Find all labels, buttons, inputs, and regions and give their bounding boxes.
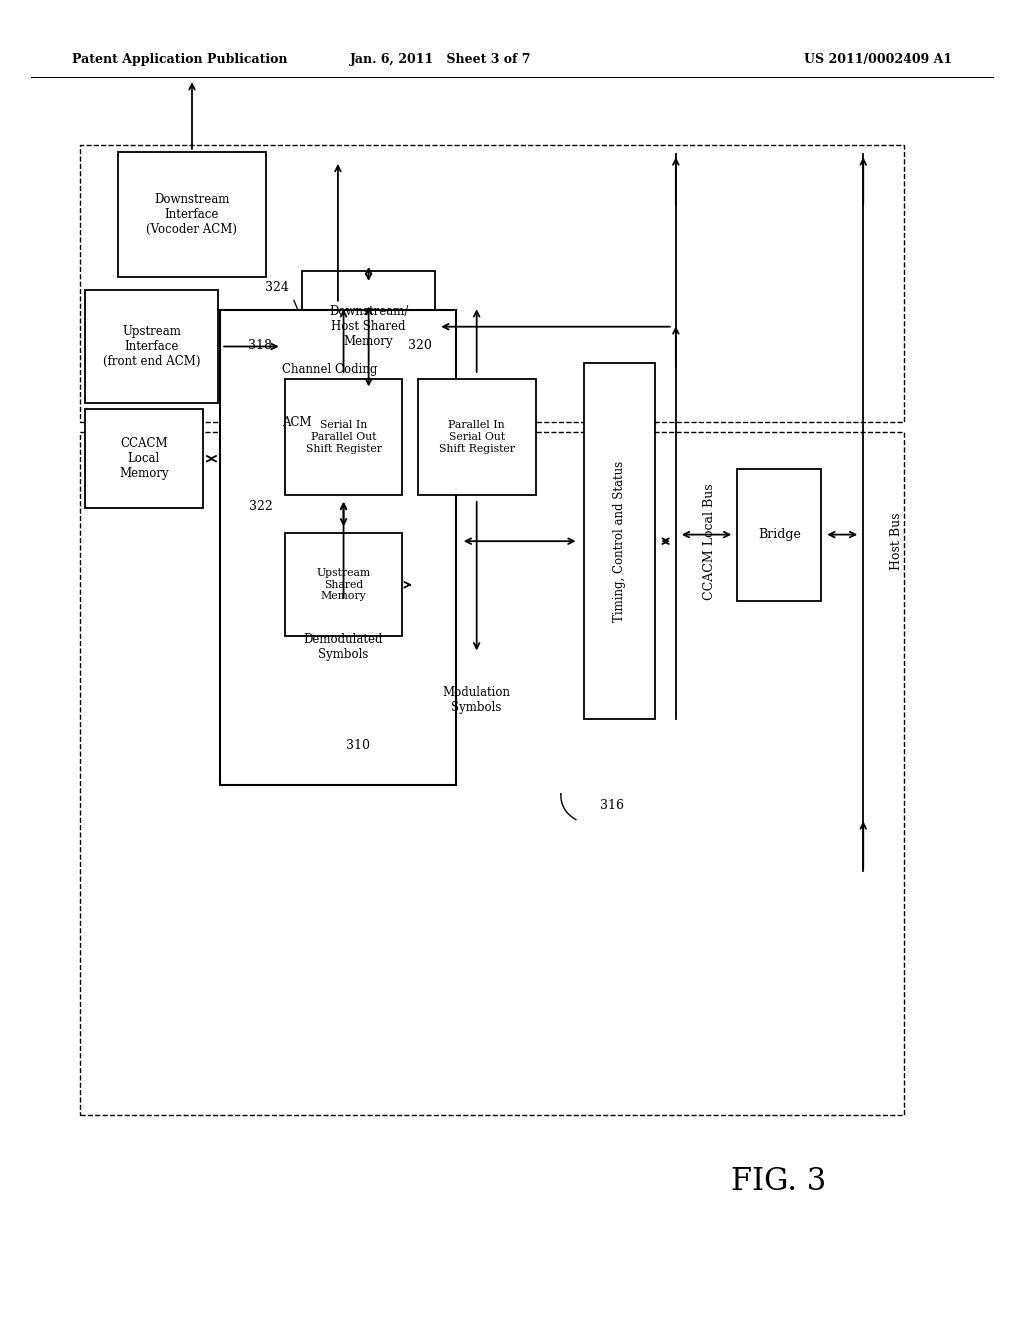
Text: 310: 310 <box>346 739 371 752</box>
Bar <box>80 432 904 1115</box>
Text: 322: 322 <box>249 500 272 513</box>
Text: Serial In
Parallel Out
Shift Register: Serial In Parallel Out Shift Register <box>305 420 382 454</box>
Text: Jan. 6, 2011   Sheet 3 of 7: Jan. 6, 2011 Sheet 3 of 7 <box>349 53 531 66</box>
Text: 324: 324 <box>264 281 289 293</box>
Bar <box>80 145 904 422</box>
Bar <box>85 409 203 508</box>
Text: Host Bus: Host Bus <box>890 512 902 570</box>
Text: US 2011/0002409 A1: US 2011/0002409 A1 <box>804 53 952 66</box>
Bar <box>285 379 402 495</box>
Bar <box>85 290 218 403</box>
Bar <box>737 469 821 601</box>
Bar <box>285 533 402 636</box>
Text: Bridge: Bridge <box>758 528 801 541</box>
Bar <box>220 310 456 785</box>
Text: Downstream
Interface
(Vocoder ACM): Downstream Interface (Vocoder ACM) <box>146 193 238 236</box>
Text: Channel Coding: Channel Coding <box>282 363 377 376</box>
Text: ACM: ACM <box>282 416 311 429</box>
Text: Parallel In
Serial Out
Shift Register: Parallel In Serial Out Shift Register <box>438 420 515 454</box>
Text: FIG. 3: FIG. 3 <box>730 1166 826 1197</box>
Text: Downstream/
Host Shared
Memory: Downstream/ Host Shared Memory <box>329 305 409 348</box>
Bar <box>118 152 266 277</box>
Text: Modulation
Symbols: Modulation Symbols <box>442 685 511 714</box>
Text: 320: 320 <box>408 339 431 352</box>
Text: 318: 318 <box>249 339 272 352</box>
Text: Timing, Control and Status: Timing, Control and Status <box>613 461 626 622</box>
Bar <box>584 363 655 719</box>
Bar <box>302 271 435 383</box>
Text: Demodulated
Symbols: Demodulated Symbols <box>304 632 383 661</box>
Text: CCACM
Local
Memory: CCACM Local Memory <box>119 437 169 480</box>
Text: CCACM Local Bus: CCACM Local Bus <box>703 483 716 599</box>
FancyArrowPatch shape <box>560 793 577 820</box>
Text: Upstream
Shared
Memory: Upstream Shared Memory <box>316 568 371 602</box>
Text: Patent Application Publication: Patent Application Publication <box>72 53 287 66</box>
Text: 316: 316 <box>600 799 625 812</box>
Bar <box>418 379 536 495</box>
Text: Upstream
Interface
(front end ACM): Upstream Interface (front end ACM) <box>102 325 201 368</box>
